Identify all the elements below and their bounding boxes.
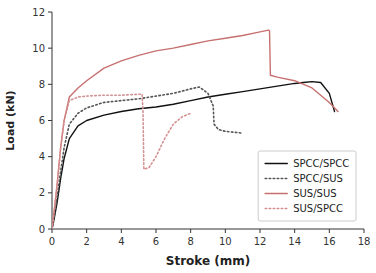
legend-label: SPCC/SPCC: [293, 158, 349, 169]
legend-swatch: [265, 193, 287, 195]
x-tick-label: 8: [187, 236, 193, 247]
x-tick: [52, 229, 53, 233]
y-tick-label: 12: [32, 7, 45, 18]
x-tick: [364, 229, 365, 233]
x-axis-line: [52, 229, 364, 230]
x-tick: [121, 229, 122, 233]
legend-label: SPCC/SUS: [293, 173, 343, 184]
x-tick-label: 16: [323, 236, 336, 247]
x-tick-label: 0: [49, 236, 55, 247]
y-tick-label: 6: [39, 115, 45, 126]
x-tick: [86, 229, 87, 233]
x-axis-label: Stroke (mm): [166, 254, 251, 268]
legend-swatch: [265, 208, 287, 210]
x-tick: [294, 229, 295, 233]
x-tick-label: 10: [219, 236, 232, 247]
x-tick-label: 6: [153, 236, 159, 247]
x-tick: [156, 229, 157, 233]
legend-swatch: [265, 163, 287, 165]
series-line: [52, 94, 191, 229]
x-tick-label: 4: [118, 236, 124, 247]
y-tick: [48, 12, 52, 13]
x-tick-label: 2: [83, 236, 89, 247]
y-tick-label: 10: [32, 43, 45, 54]
y-tick: [48, 192, 52, 193]
x-tick: [260, 229, 261, 233]
x-tick-label: 12: [254, 236, 267, 247]
y-tick: [48, 120, 52, 121]
y-axis-label: Load (kN): [4, 90, 17, 150]
y-tick: [48, 84, 52, 85]
legend-label: SUS/SUS: [293, 188, 336, 199]
chart: 024681012141618024681012Stroke (mm)Load …: [0, 0, 376, 273]
x-tick-label: 18: [358, 236, 371, 247]
legend-label: SUS/SPCC: [293, 203, 343, 214]
y-tick-label: 4: [39, 151, 45, 162]
y-tick: [48, 156, 52, 157]
y-tick: [48, 48, 52, 49]
legend-swatch: [265, 178, 287, 180]
y-tick-label: 8: [39, 79, 45, 90]
legend: SPCC/SPCC SPCC/SUS SUS/SUS SUS/SPCC: [258, 151, 356, 221]
y-tick-label: 2: [39, 187, 45, 198]
y-tick: [48, 229, 52, 230]
x-tick-label: 14: [288, 236, 301, 247]
x-tick: [190, 229, 191, 233]
legend-box: [258, 151, 356, 221]
x-tick: [329, 229, 330, 233]
series-line: [52, 87, 243, 229]
x-tick: [225, 229, 226, 233]
y-tick-label: 0: [39, 224, 45, 235]
